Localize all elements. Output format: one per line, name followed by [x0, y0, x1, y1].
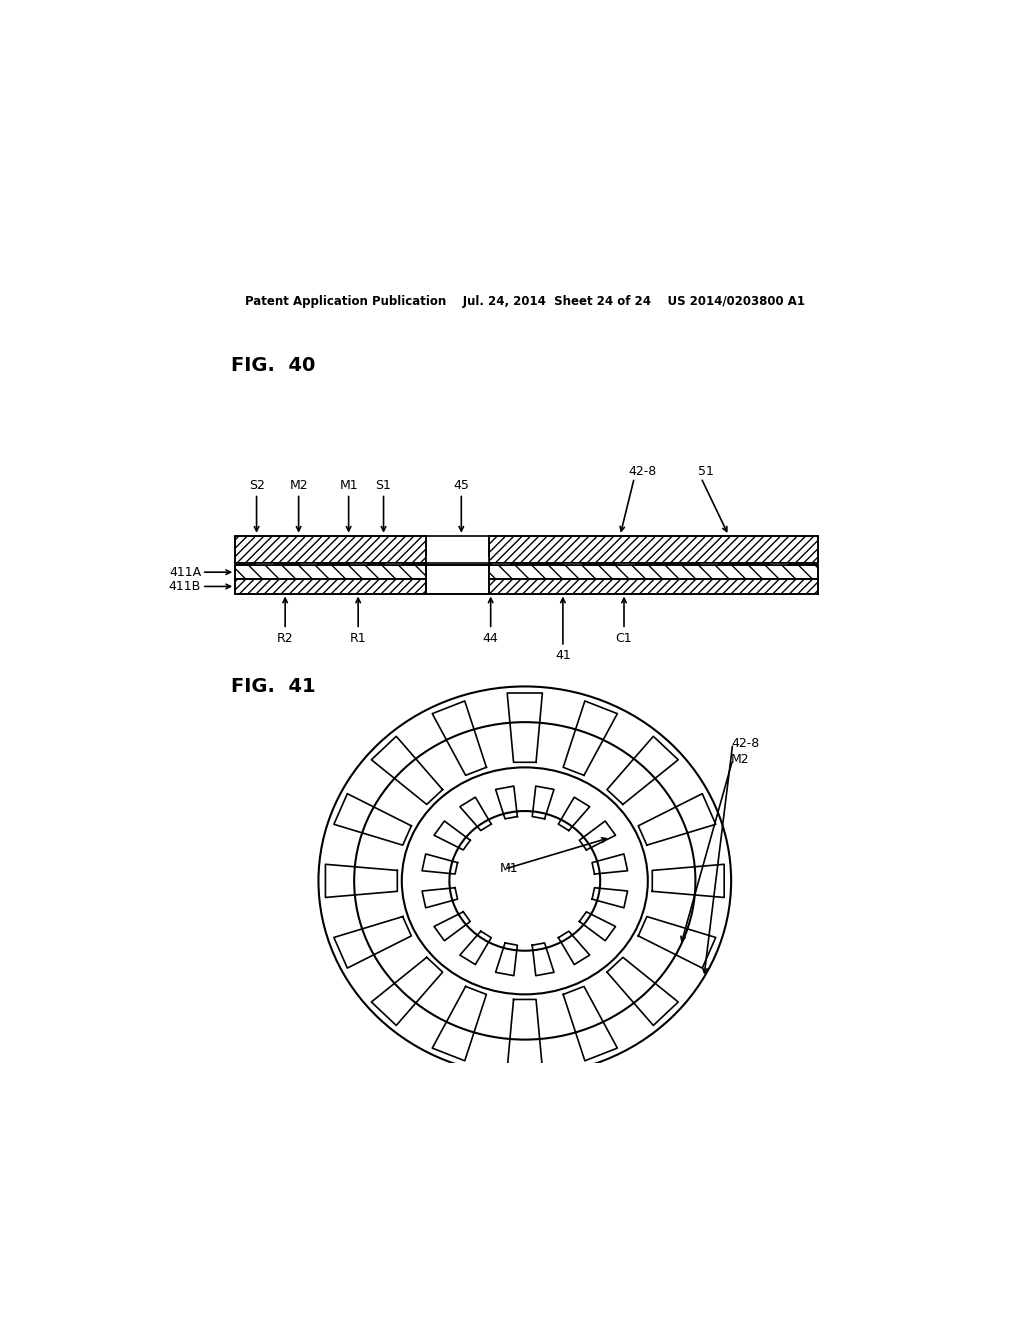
Bar — [699, 564, 719, 573]
Text: S2: S2 — [249, 479, 264, 492]
Bar — [699, 564, 719, 565]
Text: 42-8: 42-8 — [731, 737, 760, 750]
Ellipse shape — [318, 686, 731, 1076]
Text: M1: M1 — [500, 862, 518, 875]
Bar — [489, 536, 818, 564]
Text: 42-8: 42-8 — [628, 465, 656, 478]
Text: 411A: 411A — [169, 566, 201, 578]
Text: Patent Application Publication    Jul. 24, 2014  Sheet 24 of 24    US 2014/02038: Patent Application Publication Jul. 24, … — [245, 296, 805, 308]
Bar — [384, 564, 403, 565]
Bar — [236, 565, 818, 594]
Bar — [563, 564, 583, 573]
Text: 51: 51 — [697, 465, 714, 478]
Bar — [489, 579, 818, 594]
Bar — [299, 564, 318, 573]
Bar — [299, 564, 318, 565]
Bar — [769, 564, 790, 573]
Bar — [426, 557, 489, 564]
Bar — [490, 564, 511, 565]
Bar — [490, 564, 511, 573]
Bar — [616, 564, 636, 565]
Text: M2: M2 — [290, 479, 308, 492]
Ellipse shape — [450, 810, 600, 950]
Bar — [236, 536, 818, 564]
Text: C1: C1 — [615, 632, 632, 644]
Ellipse shape — [401, 767, 648, 994]
Text: M2: M2 — [731, 752, 750, 766]
Text: 45: 45 — [454, 479, 469, 492]
Text: 411B: 411B — [169, 579, 201, 593]
Text: FIG.  40: FIG. 40 — [231, 355, 315, 375]
Ellipse shape — [354, 722, 695, 1040]
Text: S1: S1 — [376, 479, 391, 492]
Bar — [236, 565, 426, 579]
Bar — [769, 564, 790, 565]
Bar — [563, 564, 583, 565]
Bar — [348, 564, 369, 565]
Bar — [236, 579, 426, 594]
Bar — [384, 564, 403, 573]
Bar — [255, 564, 274, 565]
Text: 44: 44 — [482, 632, 499, 644]
Bar — [616, 564, 636, 573]
Bar — [255, 564, 274, 573]
Text: R1: R1 — [350, 632, 367, 644]
Text: M1: M1 — [339, 479, 358, 492]
Text: R2: R2 — [276, 632, 294, 644]
Bar — [236, 536, 426, 564]
Text: FIG.  41: FIG. 41 — [231, 677, 315, 696]
Bar — [348, 564, 369, 573]
Text: 41: 41 — [555, 649, 570, 663]
Bar — [489, 565, 818, 579]
